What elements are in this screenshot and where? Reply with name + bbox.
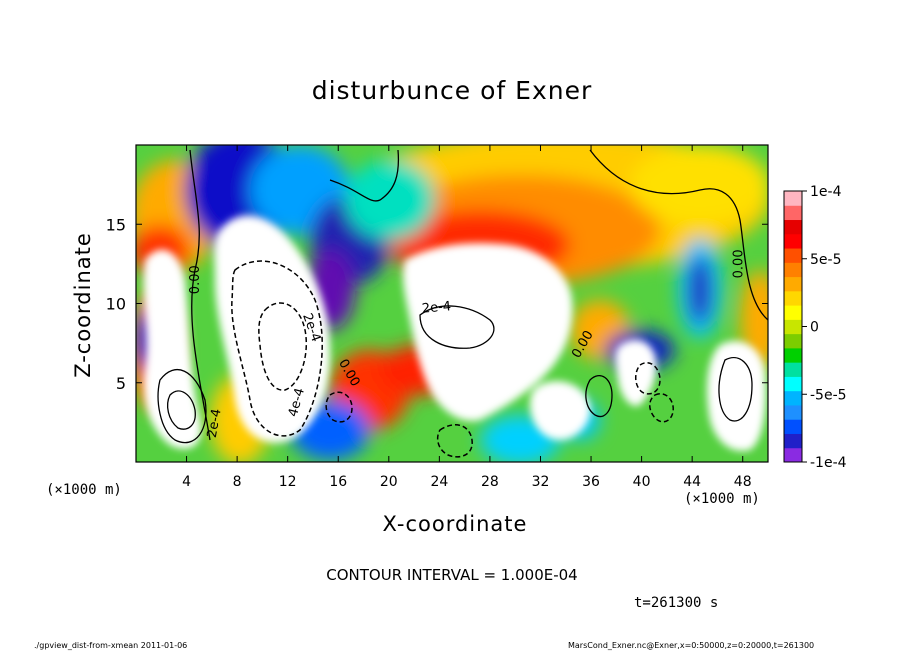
contour-label: 2e-4 — [205, 408, 225, 439]
colorbar-swatch — [784, 191, 802, 206]
colorbar-swatch — [784, 262, 802, 278]
colorbar-tick-label: 0 — [810, 320, 819, 336]
y-tick-label: 10 — [106, 295, 126, 314]
colorbar-swatch — [784, 333, 802, 349]
x-axis-unit: (×1000 m) — [684, 491, 760, 507]
colorbar-swatch — [784, 319, 802, 335]
x-tick-label: 16 — [329, 474, 347, 490]
y-tick-label: 5 — [116, 374, 126, 393]
x-tick-label: 20 — [380, 474, 398, 490]
colorbar-swatch — [784, 219, 802, 235]
time-label: t=261300 s — [634, 595, 719, 611]
colorbar-swatch — [784, 276, 802, 292]
footer-script-info: ./gpview_dist-from-xmean 2011-01-06 — [34, 641, 188, 650]
saturated-regions — [143, 215, 767, 451]
colorbar-swatch — [784, 433, 802, 449]
y-axis-title: Z-coordinate — [71, 232, 95, 378]
contour-label: 4e-4 — [286, 386, 308, 418]
colorbar-tick-label: 5e-5 — [810, 252, 841, 268]
x-tick-label: 48 — [734, 474, 752, 490]
x-tick-label: 32 — [532, 474, 550, 490]
colorbar-swatch — [784, 376, 802, 392]
colorbar-tick-label: -1e-4 — [810, 455, 847, 471]
colorbar-swatch — [784, 248, 802, 263]
colorbar-tick-label: 1e-4 — [810, 184, 842, 200]
footer-data-source: MarsCond_Exner.nc@Exner,x=0:50000,z=0:20… — [568, 641, 815, 650]
x-tick-label: 4 — [182, 474, 191, 490]
x-tick-label: 8 — [233, 474, 242, 490]
x-tick-label: 40 — [633, 474, 651, 490]
colorbar-swatch — [784, 419, 802, 434]
contour-lines — [157, 149, 768, 444]
chart-title: disturbunce of Exner — [311, 76, 593, 105]
x-tick-label: 44 — [683, 474, 701, 490]
x-tick-label: 12 — [279, 474, 297, 490]
dashed-contours — [231, 260, 674, 458]
x-axis-title: X-coordinate — [382, 512, 528, 536]
contour-label: 0.00 — [188, 265, 203, 294]
colorbar-swatch — [784, 305, 802, 320]
colorbar-swatch — [784, 447, 802, 463]
contour-label: 2e-4 — [421, 299, 451, 316]
colorbar-swatch — [784, 233, 802, 249]
colorbar-swatch — [784, 290, 802, 306]
colorbar-swatch — [784, 347, 802, 363]
colorbar-swatch — [784, 362, 802, 377]
colorbar: 1e-4 5e-5 0 -5e-5 -1e-4 — [783, 184, 847, 471]
colorbar-swatch — [784, 390, 802, 406]
colorbar-swatch — [784, 205, 802, 221]
x-tick-label: 36 — [582, 474, 600, 490]
colorbar-tick-label: -5e-5 — [810, 387, 847, 403]
contour-interval-label: CONTOUR INTERVAL = 1.000E-04 — [326, 566, 578, 584]
y-axis: 5 10 15 — [106, 215, 768, 393]
x-axis: 4 8 12 16 20 24 28 32 36 40 44 48 — [182, 145, 752, 490]
x-tick-label: 24 — [430, 474, 448, 490]
contour-label: 0.00 — [732, 249, 747, 278]
x-tick-label: 28 — [481, 474, 499, 490]
colorbar-swatch — [784, 404, 802, 420]
y-axis-unit: (×1000 m) — [46, 482, 122, 498]
y-tick-label: 15 — [106, 215, 126, 234]
